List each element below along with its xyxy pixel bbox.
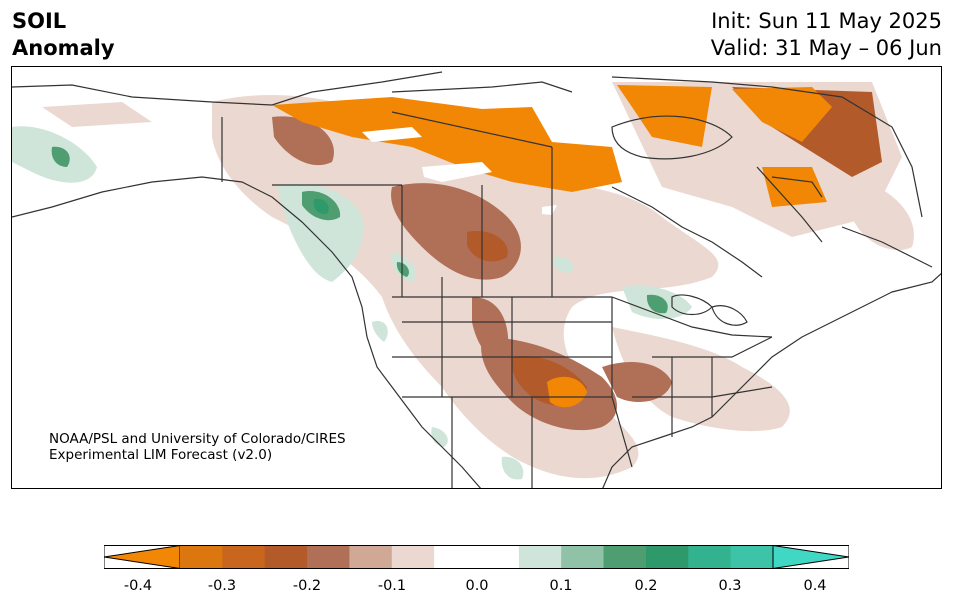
colorbar-segment <box>561 545 605 569</box>
colorbar-segment <box>476 545 520 569</box>
colorbar-segment <box>180 545 223 569</box>
colorbar-outline <box>104 545 849 569</box>
colorbar <box>104 545 849 569</box>
map-title: SOIL Anomaly <box>12 8 115 62</box>
colorbar-extend-low <box>104 545 181 569</box>
colorbar-segment <box>603 545 647 569</box>
colorbar-segment <box>307 545 350 569</box>
forecast-dates: Init: Sun 11 May 2025 Valid: 31 May – 06… <box>711 8 942 62</box>
colorbar-segment <box>730 545 774 569</box>
colorbar-segment <box>518 545 562 569</box>
colorbar-tick: -0.4 <box>123 578 153 594</box>
anomaly-map <box>11 66 942 489</box>
colorbar-tick: 0.2 <box>634 578 658 594</box>
colorbar-segment <box>645 545 689 569</box>
title-line-variable: SOIL <box>12 9 67 33</box>
colorbar-tick: -0.1 <box>377 578 407 594</box>
colorbar-segment <box>264 545 308 569</box>
colorbar-tick: 0.1 <box>549 578 573 594</box>
colorbar-tick: 0.3 <box>718 578 742 594</box>
map-canvas <box>12 71 941 488</box>
colorbar-segment <box>349 545 393 569</box>
wet-anomaly-strong-fill <box>313 198 329 215</box>
colorbar-segment <box>688 545 732 569</box>
credit-line-model: Experimental LIM Forecast (v2.0) <box>49 447 273 463</box>
colorbar-tick: 0.0 <box>465 578 489 594</box>
colorbar-segment <box>222 545 266 569</box>
colorbar-segment <box>434 545 477 569</box>
colorbar-extend-high <box>772 545 849 569</box>
water-bodies <box>362 127 557 215</box>
colorbar-tick: -0.2 <box>292 578 322 594</box>
init-date: Init: Sun 11 May 2025 <box>711 9 942 33</box>
data-credit: NOAA/PSL and University of Colorado/CIRE… <box>49 431 346 463</box>
colorbar-ticks: -0.4 -0.3 -0.2 -0.1 0.0 0.1 0.2 0.3 0.4 <box>0 570 954 600</box>
political-boundaries <box>12 71 941 488</box>
colorbar-segments <box>104 545 849 569</box>
dry-anomaly-strong-fill <box>272 85 832 408</box>
title-line-type: Anomaly <box>12 36 115 60</box>
colorbar-segment <box>391 545 435 569</box>
colorbar-tick: 0.4 <box>803 578 827 594</box>
credit-line-org: NOAA/PSL and University of Colorado/CIRE… <box>49 431 346 447</box>
valid-date-range: Valid: 31 May – 06 Jun <box>710 36 942 60</box>
colorbar-tick: -0.3 <box>207 578 237 594</box>
